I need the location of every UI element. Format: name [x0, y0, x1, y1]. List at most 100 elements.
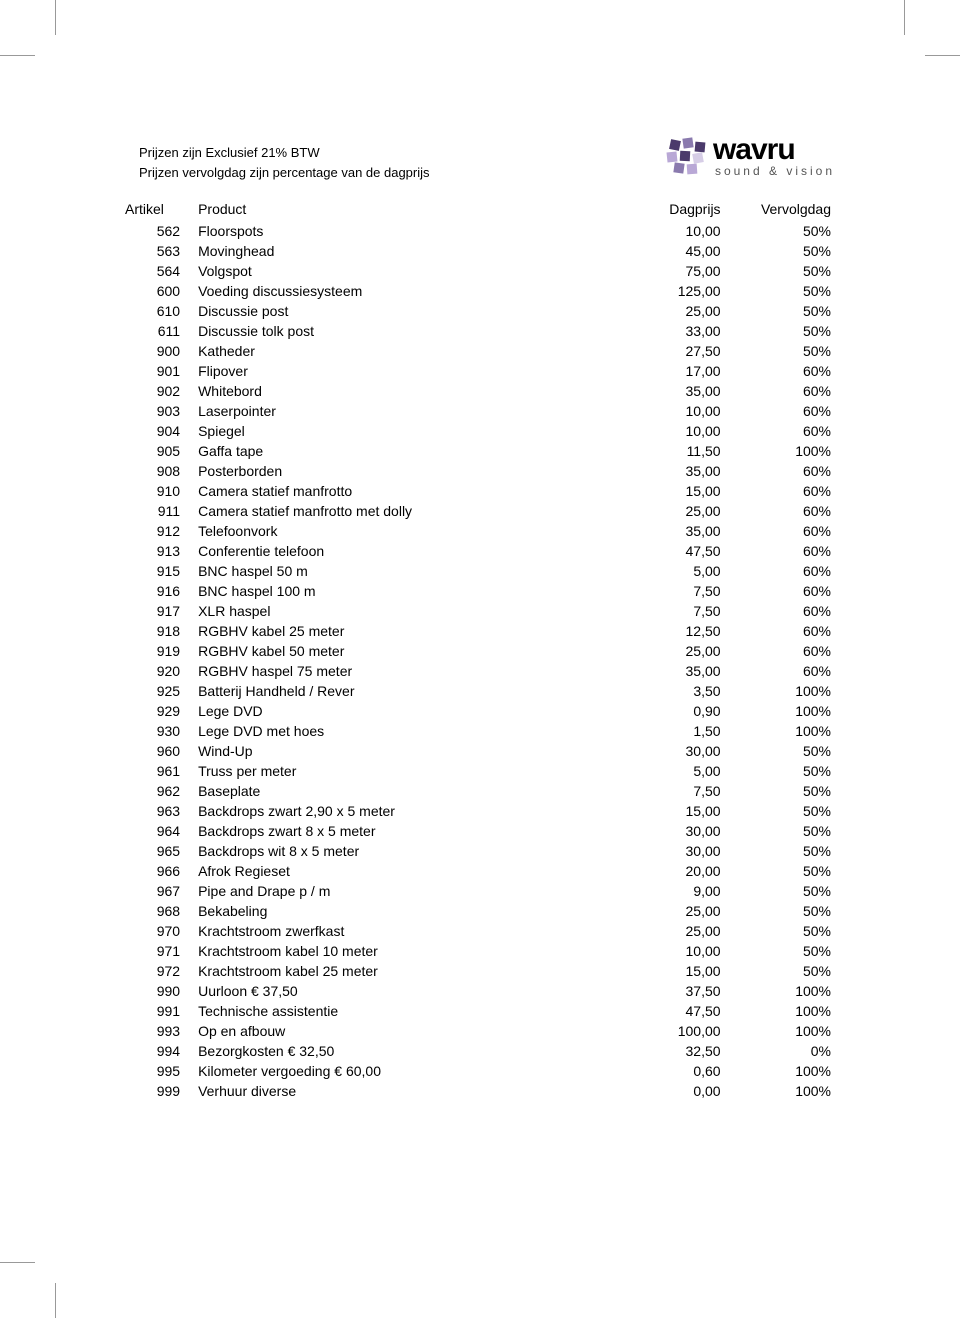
cell-dagprijs: 9,00 [616, 881, 731, 901]
crop-mark [0, 1262, 35, 1263]
table-row: 994Bezorgkosten € 32,5032,500% [125, 1041, 835, 1061]
cell-vervolgdag: 100% [731, 981, 835, 1001]
cell-product: Backdrops wit 8 x 5 meter [198, 841, 616, 861]
cell-vervolgdag: 100% [731, 1001, 835, 1021]
table-row: 903Laserpointer10,0060% [125, 401, 835, 421]
cell-product: Op en afbouw [198, 1021, 616, 1041]
cell-dagprijs: 35,00 [616, 521, 731, 541]
cell-product: Lege DVD [198, 701, 616, 721]
logo-sub-text: sound & vision [713, 165, 835, 177]
table-row: 999Verhuur diverse0,00100% [125, 1081, 835, 1101]
cell-vervolgdag: 60% [731, 621, 835, 641]
cell-vervolgdag: 60% [731, 421, 835, 441]
cell-vervolgdag: 100% [731, 681, 835, 701]
cell-artikel: 563 [125, 241, 198, 261]
table-row: 991Technische assistentie47,50100% [125, 1001, 835, 1021]
cell-dagprijs: 45,00 [616, 241, 731, 261]
cell-artikel: 910 [125, 481, 198, 501]
table-row: 908Posterborden35,0060% [125, 461, 835, 481]
cell-artikel: 913 [125, 541, 198, 561]
table-row: 972Krachtstroom kabel 25 meter15,0050% [125, 961, 835, 981]
cell-vervolgdag: 60% [731, 521, 835, 541]
logo-icon [667, 138, 707, 174]
cell-product: RGBHV kabel 50 meter [198, 641, 616, 661]
table-row: 610Discussie post25,0050% [125, 301, 835, 321]
cell-product: XLR haspel [198, 601, 616, 621]
cell-artikel: 972 [125, 961, 198, 981]
cell-artikel: 903 [125, 401, 198, 421]
cell-artikel: 918 [125, 621, 198, 641]
cell-vervolgdag: 50% [731, 821, 835, 841]
cell-artikel: 961 [125, 761, 198, 781]
cell-dagprijs: 30,00 [616, 821, 731, 841]
table-row: 920RGBHV haspel 75 meter35,0060% [125, 661, 835, 681]
cell-product: BNC haspel 50 m [198, 561, 616, 581]
cell-product: Backdrops zwart 8 x 5 meter [198, 821, 616, 841]
cell-artikel: 564 [125, 261, 198, 281]
header-product: Product [198, 200, 616, 221]
cell-product: Camera statief manfrotto met dolly [198, 501, 616, 521]
cell-dagprijs: 125,00 [616, 281, 731, 301]
cell-dagprijs: 33,00 [616, 321, 731, 341]
cell-dagprijs: 7,50 [616, 581, 731, 601]
header-dagprijs: Dagprijs [616, 200, 731, 221]
cell-product: Voeding discussiesysteem [198, 281, 616, 301]
table-row: 917XLR haspel7,5060% [125, 601, 835, 621]
cell-vervolgdag: 50% [731, 801, 835, 821]
cell-vervolgdag: 60% [731, 561, 835, 581]
table-row: 916BNC haspel 100 m7,5060% [125, 581, 835, 601]
cell-artikel: 994 [125, 1041, 198, 1061]
cell-artikel: 902 [125, 381, 198, 401]
cell-vervolgdag: 100% [731, 701, 835, 721]
table-row: 915BNC haspel 50 m5,0060% [125, 561, 835, 581]
cell-vervolgdag: 50% [731, 841, 835, 861]
crop-mark [55, 1283, 56, 1318]
cell-dagprijs: 32,50 [616, 1041, 731, 1061]
cell-artikel: 991 [125, 1001, 198, 1021]
cell-product: Baseplate [198, 781, 616, 801]
cell-dagprijs: 75,00 [616, 261, 731, 281]
table-row: 970Krachtstroom zwerfkast25,0050% [125, 921, 835, 941]
cell-product: Bezorgkosten € 32,50 [198, 1041, 616, 1061]
table-row: 961Truss per meter5,0050% [125, 761, 835, 781]
note-line-1: Prijzen zijn Exclusief 21% BTW [139, 143, 430, 163]
cell-artikel: 919 [125, 641, 198, 661]
cell-product: Backdrops zwart 2,90 x 5 meter [198, 801, 616, 821]
logo-main-text: wavru [713, 135, 835, 165]
table-row: 902Whitebord35,0060% [125, 381, 835, 401]
cell-artikel: 960 [125, 741, 198, 761]
cell-dagprijs: 0,90 [616, 701, 731, 721]
cell-artikel: 920 [125, 661, 198, 681]
cell-product: Volgspot [198, 261, 616, 281]
table-row: 964Backdrops zwart 8 x 5 meter30,0050% [125, 821, 835, 841]
cell-dagprijs: 1,50 [616, 721, 731, 741]
cell-product: Wind-Up [198, 741, 616, 761]
cell-dagprijs: 37,50 [616, 981, 731, 1001]
cell-dagprijs: 0,60 [616, 1061, 731, 1081]
table-row: 993Op en afbouw100,00100% [125, 1021, 835, 1041]
cell-vervolgdag: 50% [731, 881, 835, 901]
cell-dagprijs: 47,50 [616, 541, 731, 561]
cell-product: BNC haspel 100 m [198, 581, 616, 601]
table-row: 962Baseplate7,5050% [125, 781, 835, 801]
table-header-row: Artikel Product Dagprijs Vervolgdag [125, 200, 835, 221]
cell-artikel: 963 [125, 801, 198, 821]
cell-dagprijs: 10,00 [616, 401, 731, 421]
cell-artikel: 610 [125, 301, 198, 321]
table-row: 918RGBHV kabel 25 meter12,5060% [125, 621, 835, 641]
cell-artikel: 970 [125, 921, 198, 941]
cell-artikel: 971 [125, 941, 198, 961]
cell-dagprijs: 25,00 [616, 301, 731, 321]
table-row: 900Katheder27,5050% [125, 341, 835, 361]
cell-product: Telefoonvork [198, 521, 616, 541]
cell-product: Laserpointer [198, 401, 616, 421]
table-row: 919RGBHV kabel 50 meter25,0060% [125, 641, 835, 661]
table-row: 930Lege DVD met hoes1,50100% [125, 721, 835, 741]
table-row: 901Flipover17,0060% [125, 361, 835, 381]
cell-artikel: 600 [125, 281, 198, 301]
cell-dagprijs: 7,50 [616, 781, 731, 801]
cell-product: Gaffa tape [198, 441, 616, 461]
table-row: 563Movinghead45,0050% [125, 241, 835, 261]
table-row: 968Bekabeling25,0050% [125, 901, 835, 921]
cell-dagprijs: 35,00 [616, 381, 731, 401]
